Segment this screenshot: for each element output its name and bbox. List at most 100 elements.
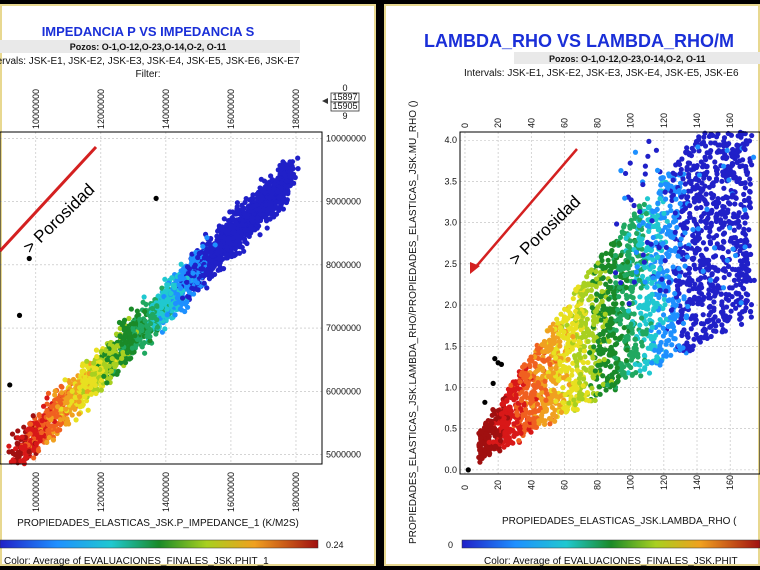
right-scatter-point: [529, 358, 535, 364]
right-scatter-point: [613, 355, 619, 361]
right-scatter-point: [619, 300, 625, 307]
right-scatter-point: [731, 277, 738, 283]
left-scatter-point: [21, 424, 27, 430]
right-scatter-point: [732, 201, 738, 207]
left-scatter-point: [263, 201, 269, 208]
right-scatter-point: [656, 270, 662, 276]
left-scatter-point: [134, 308, 140, 314]
left-scatter-point: [72, 394, 78, 400]
right-scatter-point: [569, 372, 575, 378]
right-scatter-point: [550, 370, 556, 376]
left-scatter-point: [79, 368, 85, 374]
right-scatter-point: [577, 355, 583, 361]
right-scatter-point: [670, 264, 676, 270]
right-scatter-point: [617, 321, 623, 327]
left-scatter-point: [205, 266, 211, 272]
right-scatter-point: [703, 225, 709, 231]
left-scatter-point: [233, 221, 239, 227]
right-y-tick-label: 2.0: [444, 300, 457, 310]
right-scatter-point: [677, 180, 684, 186]
right-x-tick-label-bottom: 140: [692, 475, 702, 490]
right-scatter-point: [714, 167, 720, 173]
right-scatter-point: [600, 324, 606, 330]
filter-box-value-2: 15905: [332, 101, 357, 111]
right-scatter-point: [721, 239, 727, 245]
right-scatter-point: [660, 240, 666, 246]
right-scatter-point: [651, 347, 658, 353]
left-scatter-point: [280, 164, 286, 171]
right-scatter-point: [589, 365, 595, 371]
left-scatter-point: [144, 333, 151, 339]
right-x-tick-label-bottom: 20: [493, 480, 503, 490]
right-x-tick-label-top: 60: [559, 118, 569, 128]
right-scatter-point: [685, 194, 691, 200]
right-scatter-point: [724, 209, 730, 215]
right-scatter-point: [572, 402, 578, 408]
right-scatter-point: [597, 331, 603, 338]
right-scatter-point: [698, 141, 705, 147]
left-scatter-point: [83, 398, 90, 404]
left-scatter-point: [257, 207, 263, 214]
right-scatter-point: [709, 272, 715, 278]
right-scatter-point: [748, 314, 754, 320]
left-scatter-point: [107, 350, 113, 356]
right-scatter-point: [515, 400, 521, 406]
right-scatter-point: [736, 277, 742, 283]
right-scatter-point: [489, 412, 495, 418]
right-scatter-point: [677, 281, 683, 287]
left-filter-box[interactable]: 0 15897 15905 9: [322, 83, 360, 121]
right-scatter-point: [541, 421, 548, 427]
left-scatter-point: [33, 428, 39, 434]
right-scatter-point: [702, 183, 708, 189]
right-scatter-point: [666, 297, 673, 303]
left-scatter-point: [224, 222, 230, 228]
right-scatter-point: [625, 249, 631, 255]
left-scatter-point: [18, 451, 24, 457]
right-scatter-point: [521, 402, 527, 408]
right-scatter-point: [539, 389, 545, 396]
right-scatter-point: [549, 404, 555, 411]
right-scatter-point: [557, 325, 564, 331]
left-scatter-point: [76, 399, 82, 405]
left-scatter-point: [142, 318, 148, 324]
left-scatter-point: [254, 215, 261, 221]
right-scatter-point: [737, 282, 744, 288]
right-scatter-point: [532, 361, 538, 368]
right-scatter-point: [735, 238, 741, 244]
left-scatter-point: [93, 365, 100, 372]
left-scatter-point: [255, 219, 261, 225]
right-x-tick-label-top: 140: [692, 113, 702, 128]
right-scatter-point: [487, 450, 493, 457]
right-scatter-point: [681, 189, 687, 195]
right-scatter-point: [599, 257, 605, 264]
right-scatter-point: [738, 243, 744, 250]
left-scatter-point: [13, 446, 19, 452]
left-scatter-point: [77, 394, 83, 400]
right-scatter-point: [734, 291, 740, 297]
left-scatter-point: [254, 202, 260, 208]
left-scatter-point: [204, 235, 210, 241]
right-scatter-point: [564, 407, 571, 413]
right-scatter-point: [553, 365, 559, 372]
right-scatter-point: [668, 352, 674, 358]
left-scatter-point: [35, 448, 42, 454]
right-scatter-point: [566, 389, 572, 395]
left-scatter-point: [109, 355, 115, 362]
left-filter-label: Filter:: [136, 69, 161, 80]
right-scatter-point: [706, 175, 712, 181]
right-scatter-point: [741, 191, 747, 197]
right-scatter-point: [580, 383, 586, 389]
right-scatter-point: [593, 308, 599, 314]
right-scatter-point: [725, 297, 732, 303]
right-scatter-point: [609, 382, 615, 388]
right-scatter-point: [522, 406, 529, 412]
right-scatter-point: [700, 312, 706, 318]
left-scatter-point: [114, 343, 120, 349]
right-scatter-point: [719, 299, 725, 305]
right-scatter-point: [695, 277, 701, 283]
right-scatter-point: [686, 270, 692, 276]
right-scatter-point: [743, 305, 749, 311]
right-scatter-point: [729, 266, 736, 272]
right-scatter-point: [719, 254, 726, 260]
right-scatter-point: [672, 290, 678, 297]
